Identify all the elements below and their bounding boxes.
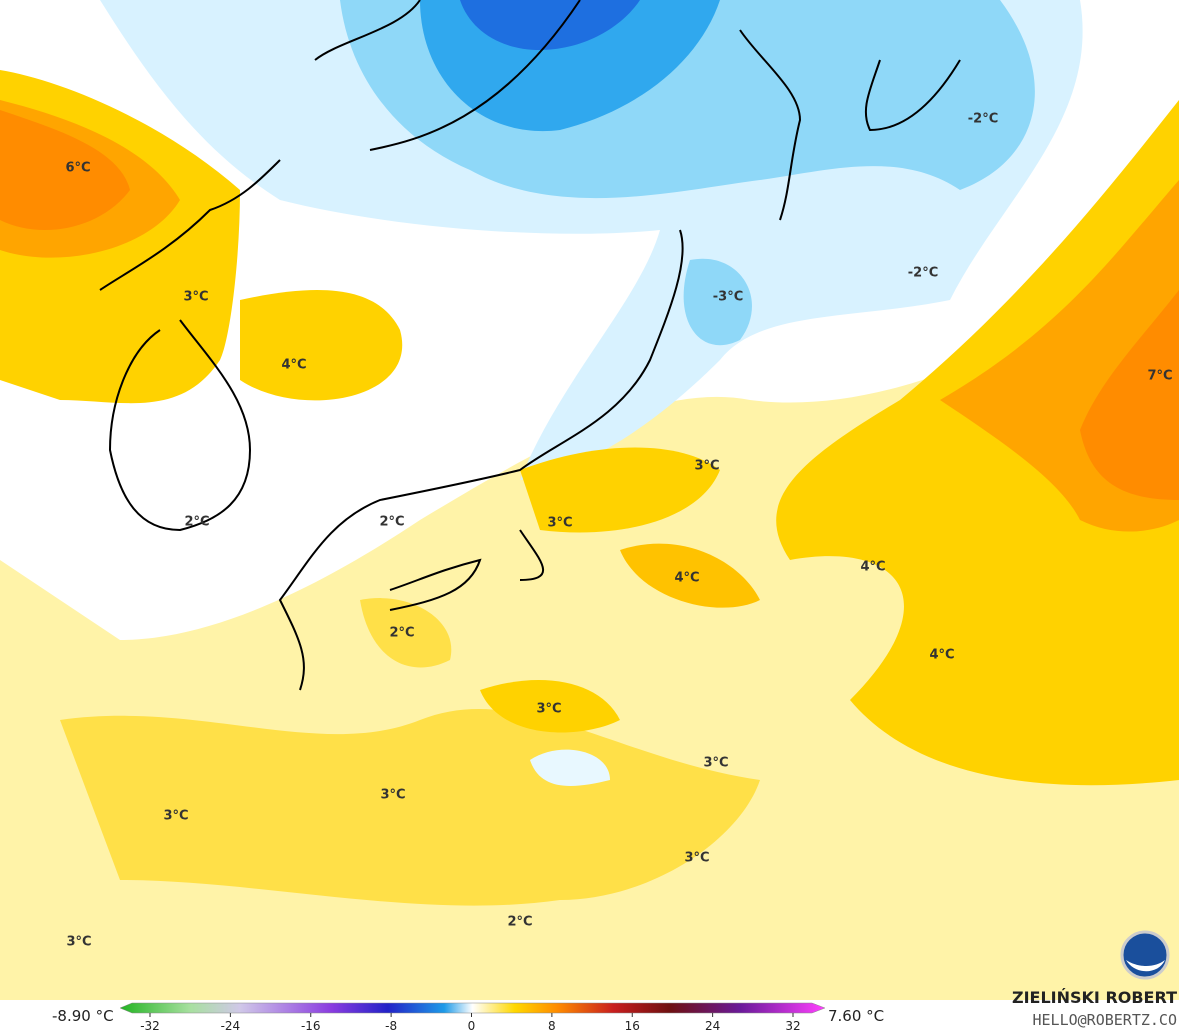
noaa-logo [1120, 930, 1170, 980]
contour-label: 7°C [1147, 369, 1172, 384]
contour-label: 3°C [703, 756, 728, 771]
contour-label: 2°C [184, 515, 209, 530]
colorbar-tick-label: 24 [705, 1019, 720, 1033]
colorbar-tick-label: 32 [785, 1019, 800, 1033]
contour-label: 3°C [547, 516, 572, 531]
colorbar-tick-label: -16 [301, 1019, 321, 1033]
colorbar-tick-label: -8 [385, 1019, 397, 1033]
contour-label: 4°C [674, 571, 699, 586]
contour-label: 2°C [379, 515, 404, 530]
author: ZIELIŃSKI ROBERT [1012, 988, 1177, 1007]
colorbar-tick-label: -32 [140, 1019, 160, 1033]
email: HELLO@ROBERTZ.CO [1033, 1011, 1178, 1029]
contour-label: 4°C [929, 648, 954, 663]
contour-label: 3°C [694, 459, 719, 474]
contour-label: 3°C [163, 809, 188, 824]
contour-label: 2°C [389, 626, 414, 641]
colorbar: -32 -24 -16 -8 0 8 16 24 32 [119, 1002, 826, 1033]
temperature-field [0, 0, 1179, 1000]
contour-label: -2°C [908, 266, 938, 281]
colorbar-tick-label: 0 [468, 1019, 476, 1033]
colorbar-tick-label: -24 [221, 1019, 241, 1033]
contour-label: -3°C [713, 290, 743, 305]
coastlines [99, 0, 961, 691]
contour-label: 3°C [684, 851, 709, 866]
colorbar-tick-label: 16 [625, 1019, 640, 1033]
contour-label: 4°C [281, 358, 306, 373]
min-label: -8.90 °C [52, 1007, 114, 1025]
contour-label: 2°C [507, 915, 532, 930]
colorbar-tick-label: 8 [548, 1019, 556, 1033]
contour-label: 6°C [65, 161, 90, 176]
contour-label: 3°C [66, 935, 91, 950]
contour-labels: 6°C 3°C 4°C 2°C 2°C -3°C -2°C -2°C 7°C 3°C 3°C 4°C 4… [65, 112, 1172, 950]
contour-label: 4°C [860, 560, 885, 575]
contour-label: -2°C [968, 112, 998, 127]
contour-label: 3°C [183, 290, 208, 305]
contour-label: 3°C [380, 788, 405, 803]
contour-label: 3°C [536, 702, 561, 717]
max-label: 7.60 °C [828, 1007, 884, 1025]
